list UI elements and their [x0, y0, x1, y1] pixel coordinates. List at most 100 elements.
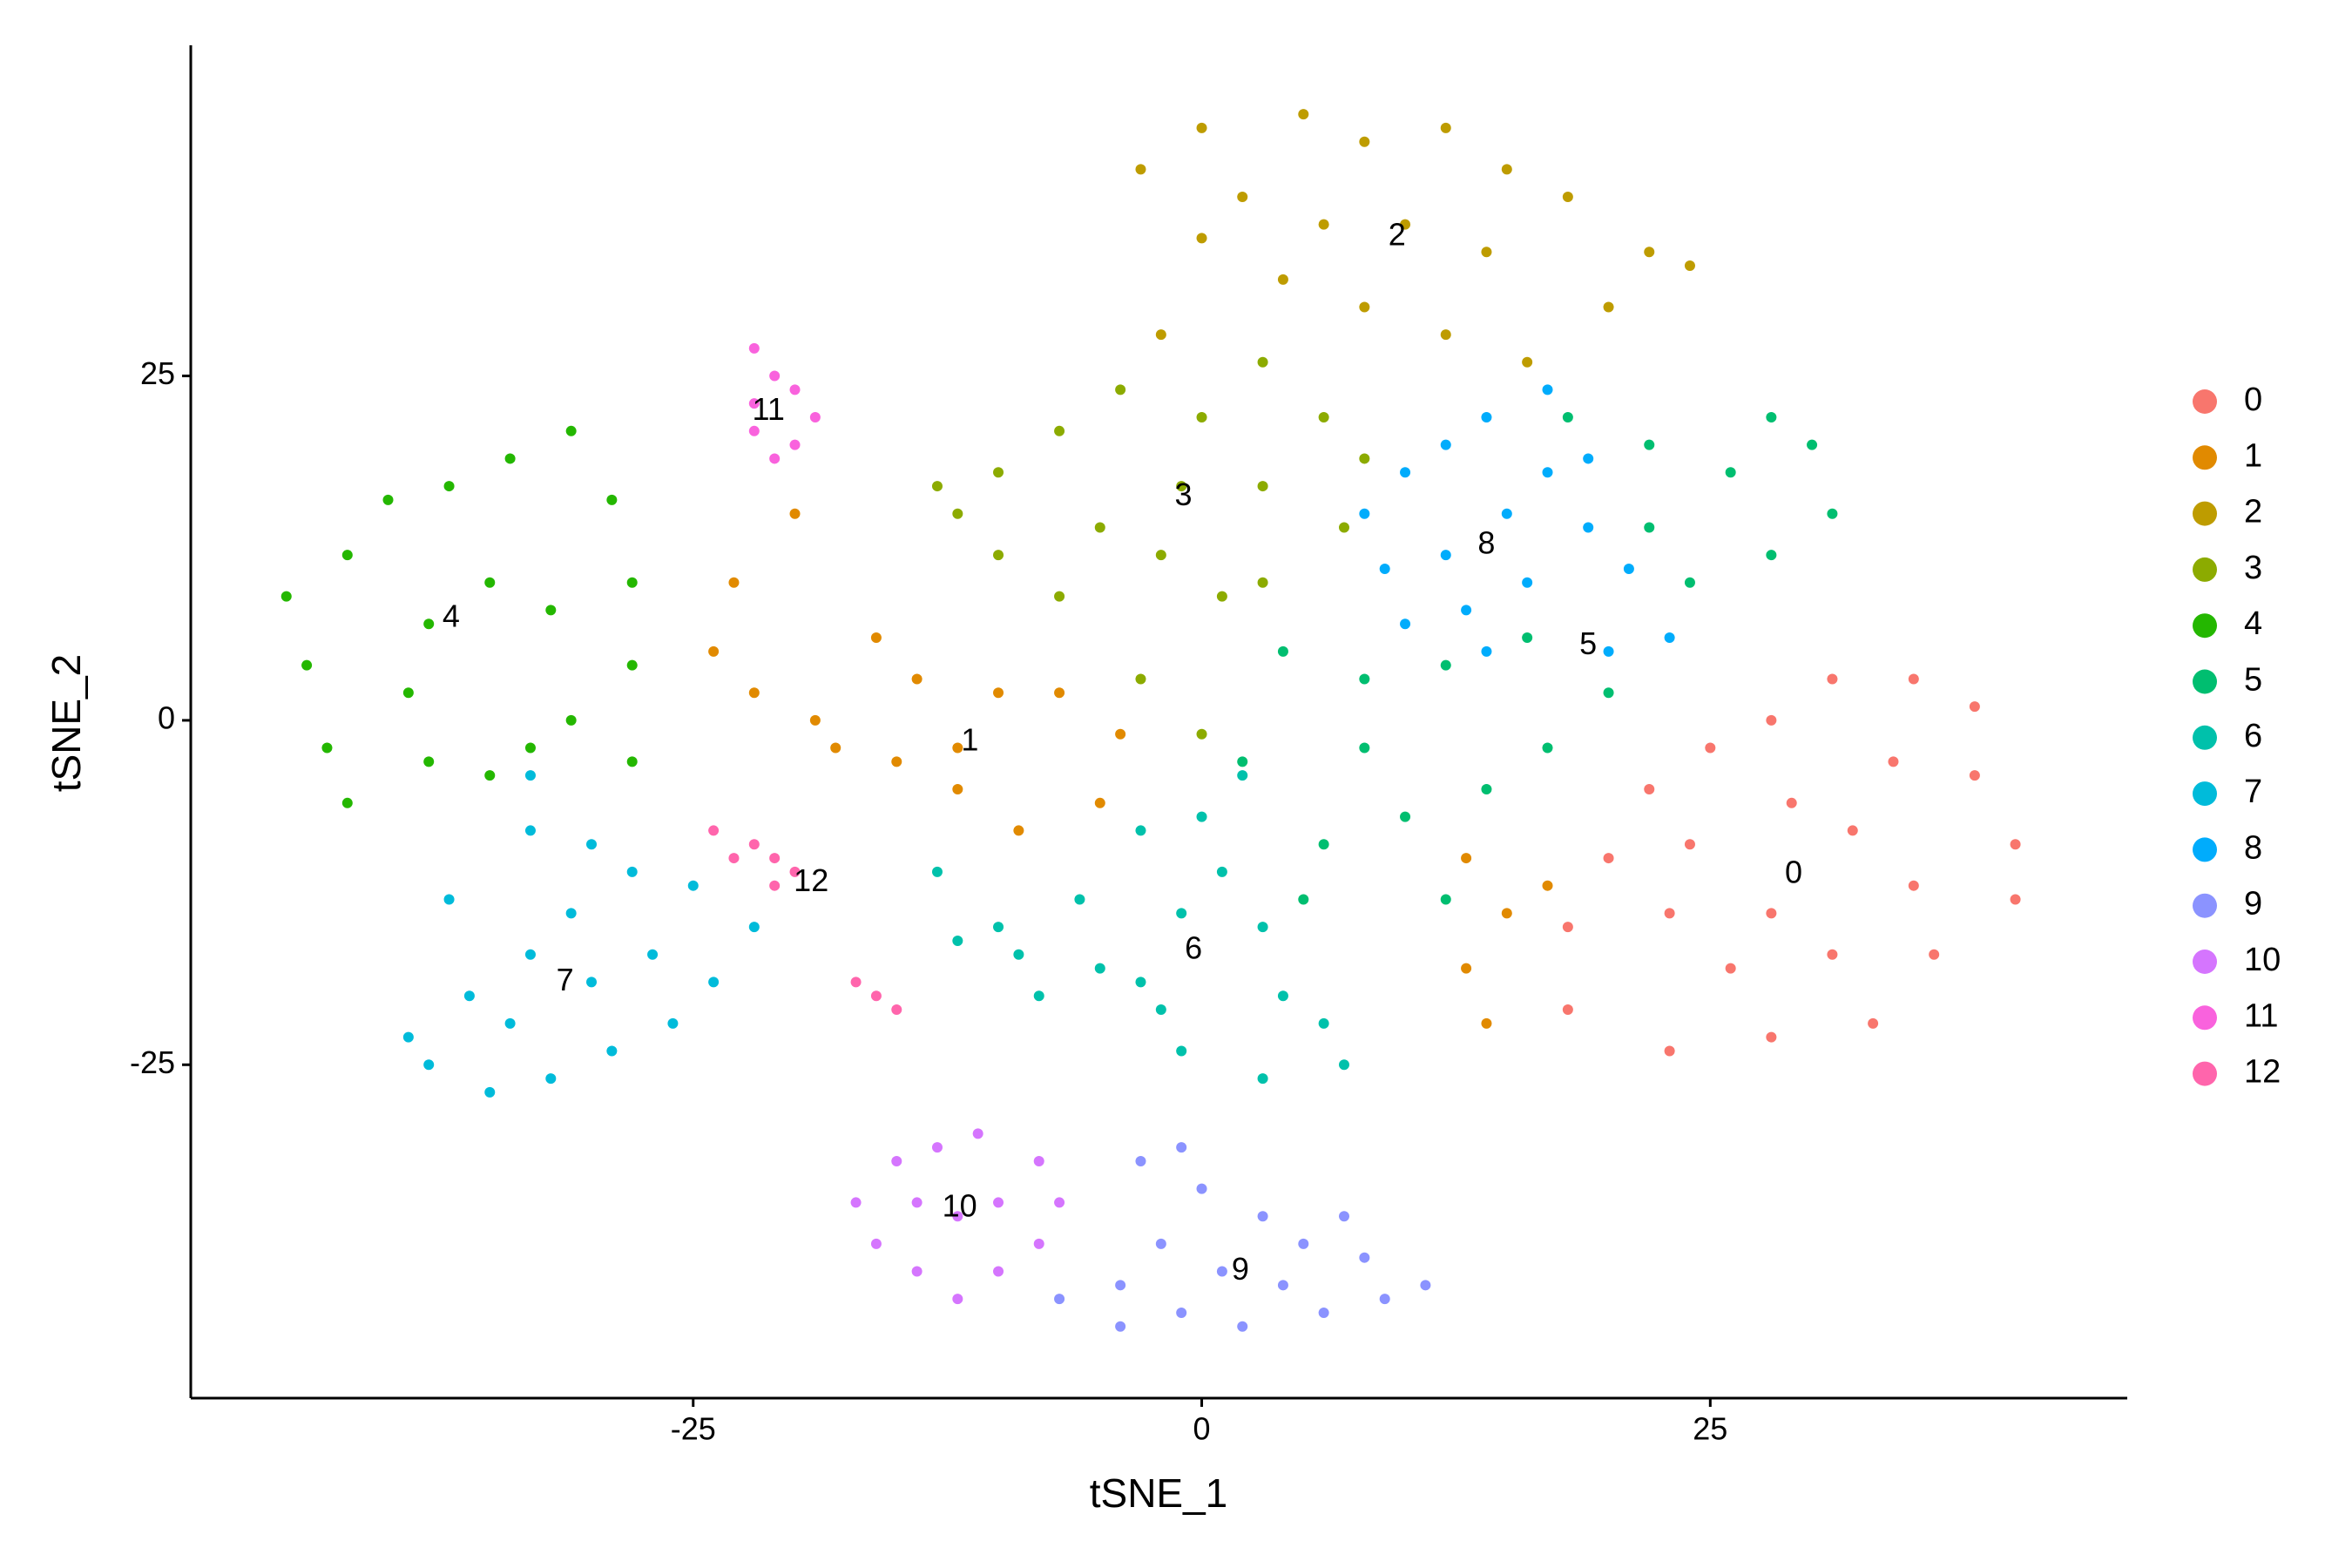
point [1583, 522, 1594, 533]
y-tick-label: 0 [158, 700, 175, 735]
point [1888, 756, 1899, 767]
point [1298, 894, 1309, 905]
point [1501, 164, 1512, 175]
point [423, 618, 435, 630]
legend-label: 1 [2244, 437, 2262, 474]
point [748, 425, 760, 436]
legend-label: 11 [2244, 997, 2278, 1034]
point [402, 1031, 414, 1043]
point [1379, 563, 1390, 574]
point [545, 605, 557, 616]
point [1237, 1321, 1248, 1332]
point [1664, 632, 1675, 644]
point [1135, 1155, 1146, 1166]
point [667, 1017, 679, 1029]
point [1359, 301, 1370, 313]
point [1196, 122, 1207, 133]
point [1237, 191, 1248, 202]
point [402, 687, 414, 699]
point [1318, 839, 1329, 850]
point [647, 949, 659, 960]
point [1542, 880, 1553, 891]
point [1400, 618, 1411, 630]
point [1786, 797, 1797, 808]
legend-marker [2193, 445, 2217, 470]
point [524, 770, 536, 781]
point [1603, 853, 1614, 864]
point [423, 1059, 435, 1071]
point [911, 673, 923, 685]
point [1318, 219, 1329, 230]
point [1033, 1238, 1044, 1249]
cluster-label: 4 [443, 598, 460, 633]
point [1054, 1294, 1065, 1305]
point [1827, 673, 1838, 685]
cluster-label: 0 [1785, 855, 1802, 890]
point [708, 825, 720, 836]
point [1033, 990, 1044, 1002]
cluster-label: 5 [1579, 625, 1597, 661]
point [769, 880, 781, 891]
point [1562, 411, 1573, 422]
point [1359, 673, 1370, 685]
point [1115, 384, 1126, 395]
point [1155, 1238, 1166, 1249]
point [1664, 1045, 1675, 1057]
x-axis-title: tSNE_1 [1090, 1470, 1228, 1516]
point [1318, 1017, 1329, 1029]
point [911, 1197, 923, 1208]
point [1644, 783, 1655, 794]
point [1318, 411, 1329, 422]
point [1135, 164, 1146, 175]
point [1481, 247, 1492, 258]
point [1135, 825, 1146, 836]
point [1277, 645, 1288, 657]
point [1725, 963, 1736, 974]
point [1196, 233, 1207, 244]
point [1094, 963, 1105, 974]
legend-label: 2 [2244, 494, 2262, 531]
point [1644, 439, 1655, 450]
point [1359, 453, 1370, 464]
point [1196, 1183, 1207, 1194]
point [1481, 1017, 1492, 1029]
point [1766, 550, 1777, 561]
point [1359, 136, 1370, 147]
point [748, 687, 760, 699]
point [1196, 811, 1207, 822]
point [606, 1045, 618, 1057]
point [1603, 645, 1614, 657]
point [891, 1004, 902, 1016]
legend-label: 6 [2244, 718, 2262, 754]
point [1054, 687, 1065, 699]
point [1196, 411, 1207, 422]
point [1196, 728, 1207, 740]
point [565, 908, 577, 919]
point [993, 922, 1004, 933]
point [443, 894, 455, 905]
point [1298, 1238, 1309, 1249]
point [789, 866, 801, 877]
point [1542, 467, 1553, 478]
point [1522, 577, 1533, 588]
point [952, 935, 963, 946]
point [952, 1294, 963, 1305]
point [1481, 645, 1492, 657]
point [1155, 550, 1166, 561]
point [1684, 260, 1695, 272]
point [1684, 839, 1695, 850]
point [728, 577, 740, 588]
point [1461, 605, 1472, 616]
point [1766, 908, 1777, 919]
point [1868, 1017, 1879, 1029]
point [1135, 673, 1146, 685]
legend-marker [2193, 501, 2217, 526]
point [748, 342, 760, 354]
point [1969, 770, 1980, 781]
point [1237, 756, 1248, 767]
legend-label: 8 [2244, 829, 2262, 866]
point [1359, 742, 1370, 754]
point [789, 439, 801, 450]
point [870, 632, 882, 644]
legend-marker [2193, 669, 2217, 694]
